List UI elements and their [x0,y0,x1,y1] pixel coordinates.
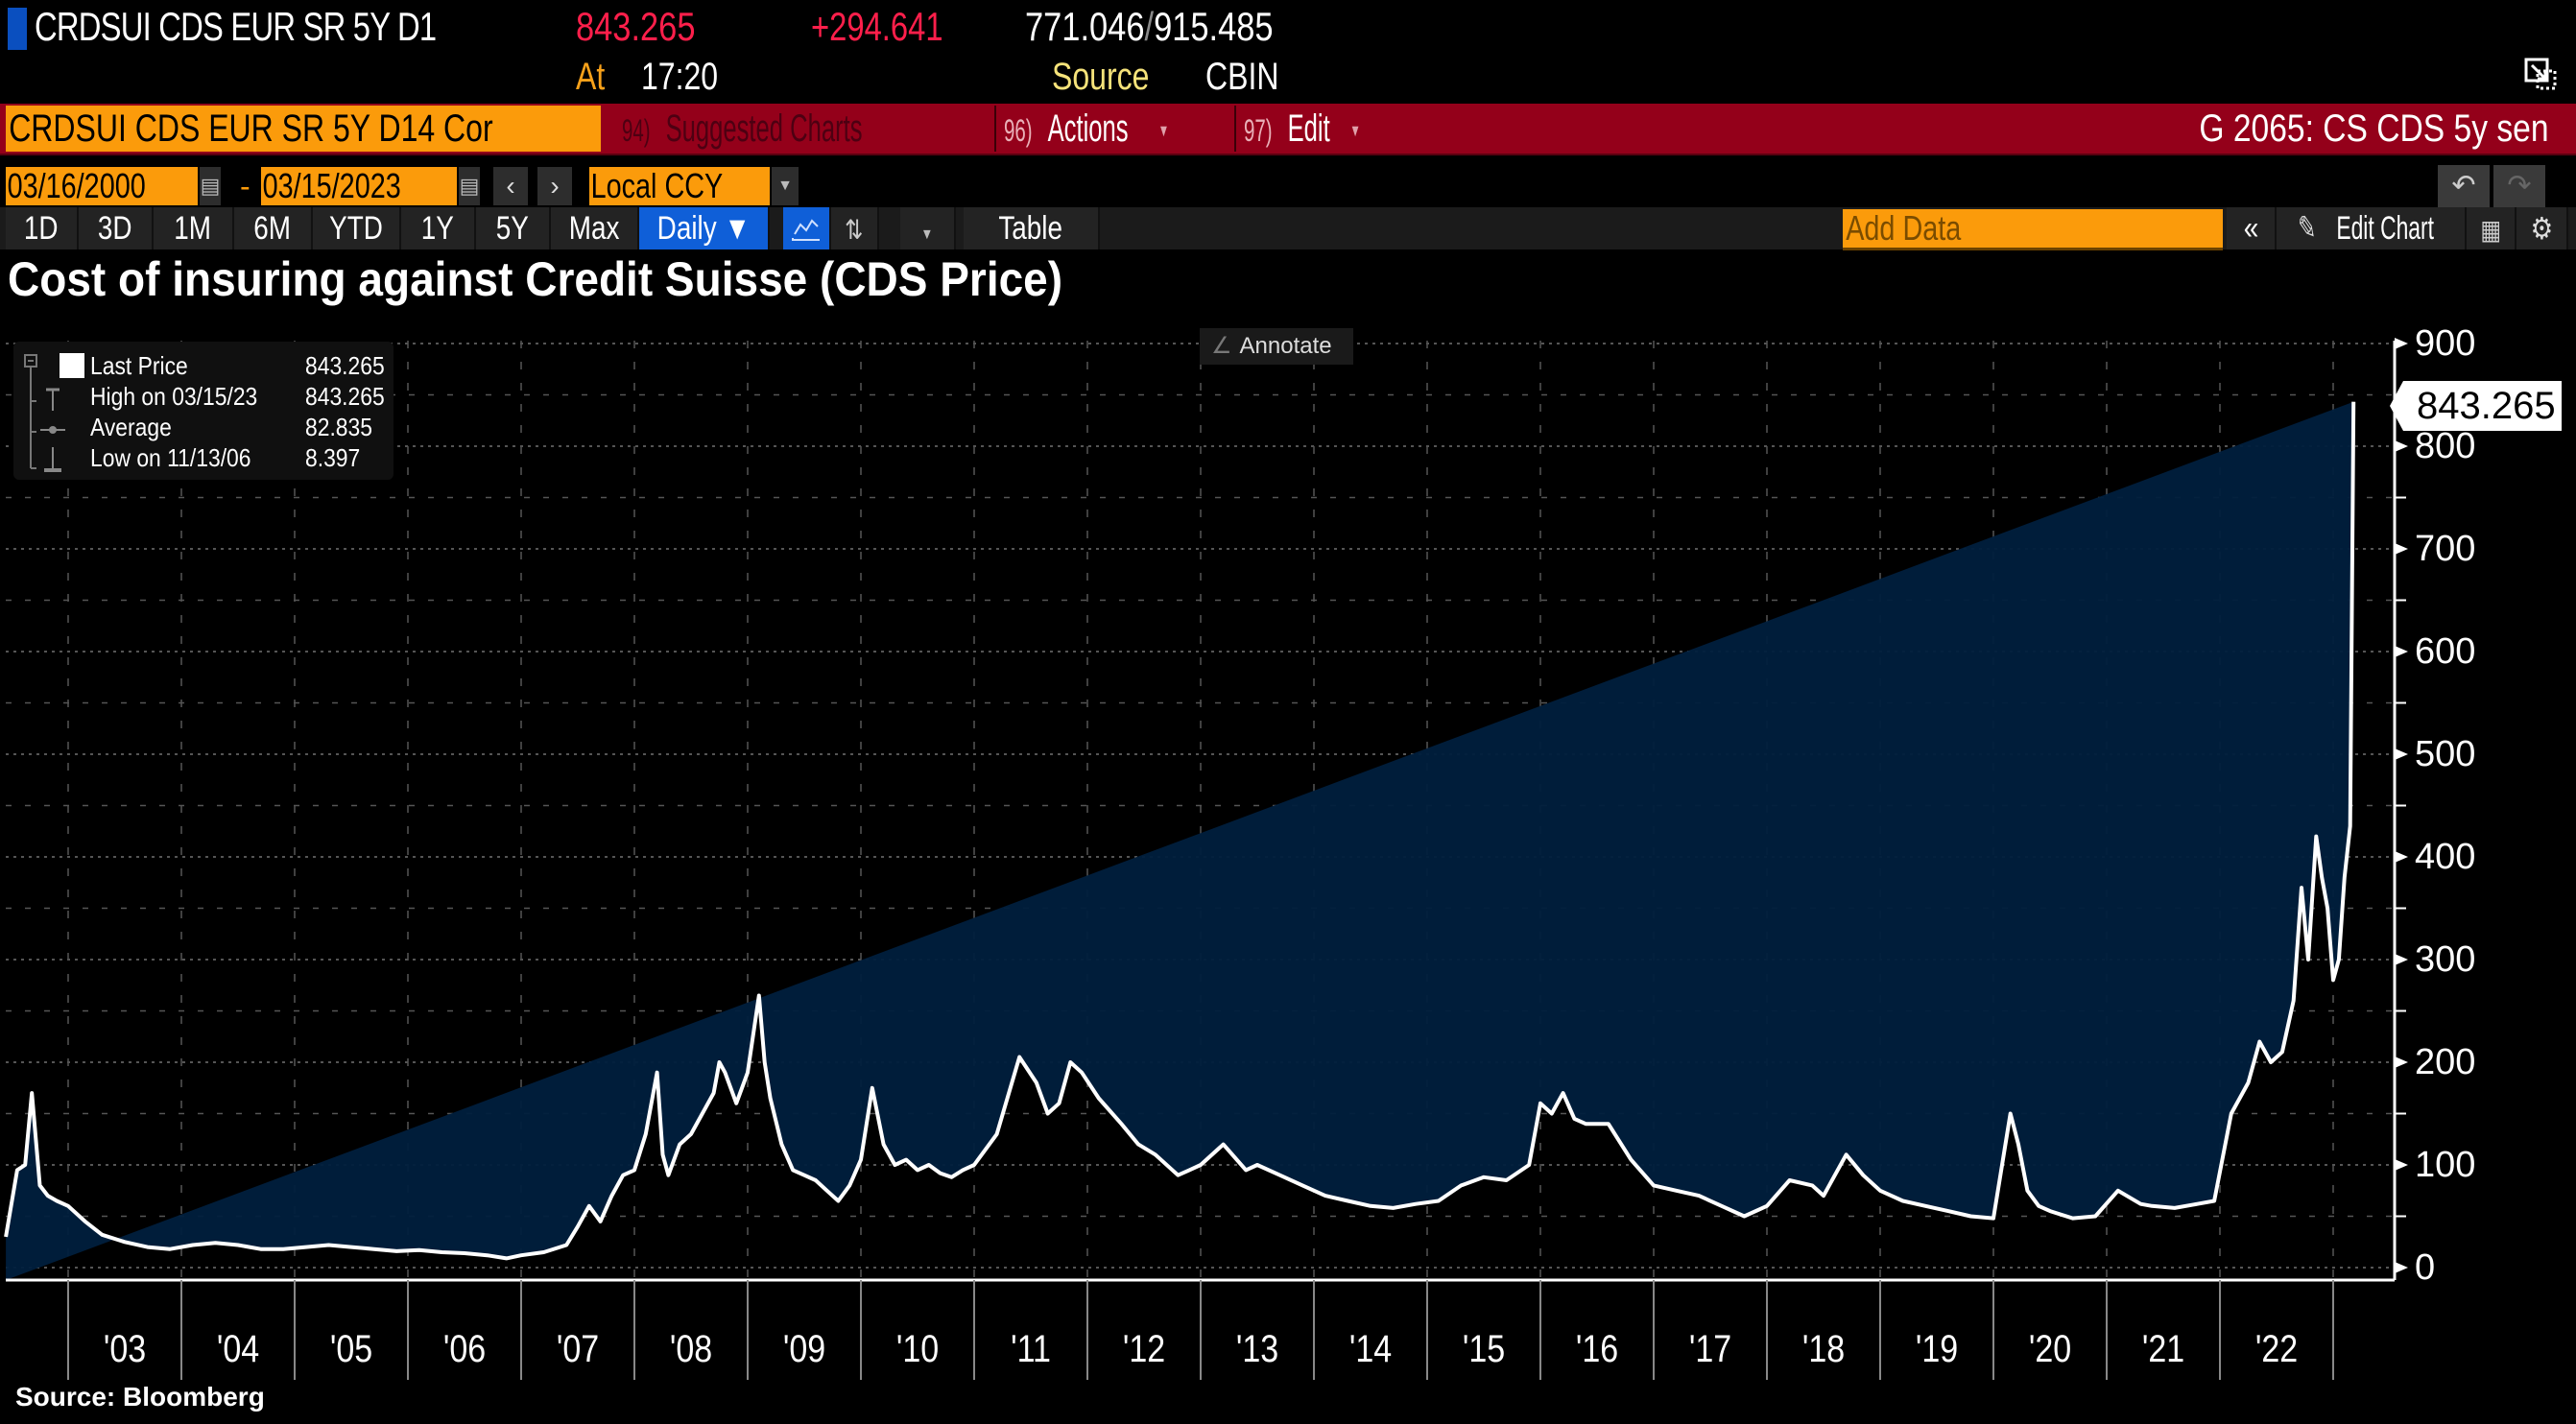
end-date-input[interactable]: 03/15/2023 [261,167,457,205]
x-tick-label: '09 [782,1328,826,1370]
x-tick-label: '11 [1011,1328,1051,1370]
legend-last-value: 843.265 [305,351,385,380]
date-separator: - [240,169,250,203]
previous-period-button[interactable]: ‹ [493,167,528,205]
annotate-button[interactable]: ∠ Annotate [1200,328,1353,365]
source-value: CBIN [1205,56,1279,98]
legend-low-label: Low on 11/13/06 [90,443,251,472]
period-max[interactable]: Max [551,207,639,249]
legend-average-value: 82.835 [305,413,372,441]
edit-menu[interactable]: 97) Edit ▼ [1234,106,1412,152]
x-tick-label: '21 [2141,1328,2185,1370]
currency-select[interactable]: Local CCY [589,167,770,205]
suggested-charts-button[interactable]: 94) Suggested Charts [622,107,863,150]
next-period-button[interactable]: › [537,167,572,205]
x-tick-label: '06 [442,1328,487,1370]
range-high: 915.485 [1154,4,1274,49]
x-tick-label: '14 [1348,1328,1393,1370]
x-tick-label: '04 [216,1328,260,1370]
security-color-marker [8,8,27,50]
chart-settings-edit-icon[interactable]: ▦ [2467,207,2516,249]
popout-window-icon[interactable] [2524,58,2557,90]
legend-average-label: Average [90,413,172,441]
y-tick-label: 900 [2415,323,2476,364]
x-tick-label: '07 [556,1328,600,1370]
redo-icon[interactable]: ↷ [2493,165,2545,207]
y-tick-label: 600 [2415,631,2476,672]
period-3d[interactable]: 3D [79,207,154,249]
bar-chart-icon[interactable]: ⇅ [831,207,879,249]
y-tick-label: 700 [2415,529,2476,569]
chart-type-dropdown[interactable]: ▼ [900,207,956,249]
calendar-icon[interactable]: ▤ [459,167,480,205]
x-tick-label: '08 [669,1328,713,1370]
edit-chart-button[interactable]: ✎ Edit Chart [2277,207,2467,249]
chart-title: Cost of insuring against Credit Suisse (… [8,252,1063,306]
last-price: 843.265 [576,4,696,49]
x-tick-label: '22 [2254,1328,2299,1370]
pencil-icon: ✎ [2298,210,2317,247]
y-tick-label: 800 [2415,426,2476,466]
range-separator: / [1144,4,1155,49]
x-tick-label: '13 [1235,1328,1279,1370]
x-tick-label: '17 [1688,1328,1732,1370]
period-5y[interactable]: 5Y [476,207,551,249]
last-price-tag: 843.265 [2390,381,2562,431]
start-date-input[interactable]: 03/16/2000 [6,167,198,205]
ticker-name: CRDSUI CDS EUR SR 5Y D1 [35,4,437,49]
x-tick-label: '16 [1575,1328,1619,1370]
range-low: 771.046 [1025,4,1145,49]
source-label: Source [1052,56,1150,98]
actions-menu[interactable]: 96) Actions ▼ [994,106,1234,152]
x-tick-label: '15 [1462,1328,1506,1370]
collapse-icon[interactable]: « [2227,207,2277,249]
bid-ask-range: 771.046/915.485 [1025,4,1274,50]
period-ytd[interactable]: YTD [313,207,401,249]
legend-tree-icon [24,354,65,472]
chevron-down-icon: ▼ [1349,121,1362,141]
x-tick-label: '20 [2028,1328,2072,1370]
period-1d[interactable]: 1D [6,207,79,249]
period-1y[interactable]: 1Y [401,207,476,249]
period-1m[interactable]: 1M [154,207,234,249]
x-tick-label: '19 [1915,1328,1959,1370]
time-value: 17:20 [641,56,719,98]
chevron-down-icon[interactable]: ▼ [772,167,799,205]
y-tick-label: 200 [2415,1042,2476,1082]
y-tick-label: 300 [2415,939,2476,980]
chevron-down-icon: ▼ [1157,121,1169,141]
pencil-icon: ∠ [1211,333,1232,359]
y-tick-label: 0 [2415,1247,2436,1288]
undo-icon[interactable]: ↶ [2438,165,2490,207]
y-tick-label: 500 [2415,734,2476,774]
frequency-select[interactable]: Daily ▼ [639,207,770,249]
table-button[interactable]: Table [964,207,1100,249]
x-tick-label: '10 [895,1328,940,1370]
line-chart-icon[interactable] [783,207,831,249]
y-tick-label: 400 [2415,837,2476,877]
price-change: +294.641 [811,4,943,49]
legend-low-value: 8.397 [305,443,361,472]
series-color-swatch[interactable] [60,353,84,378]
period-6m[interactable]: 6M [234,207,313,249]
chart-id-title: G 2065: CS CDS 5y sen [2199,107,2549,150]
y-tick-label: 100 [2415,1145,2476,1185]
cds-price-chart[interactable] [0,317,2576,1424]
gear-icon[interactable]: ⚙ [2516,207,2568,249]
add-data-input[interactable]: Add Data [1843,209,2223,250]
x-tick-label: '05 [329,1328,373,1370]
source-footnote: Source: Bloomberg [15,1382,265,1412]
legend-last-label: Last Price [90,351,188,380]
time-label: At [576,56,606,98]
calendar-icon[interactable]: ▤ [200,167,221,205]
x-tick-label: '12 [1122,1328,1166,1370]
legend-high-value: 843.265 [305,382,385,411]
legend-high-label: High on 03/15/23 [90,382,258,411]
x-tick-label: '03 [103,1328,147,1370]
chart-legend: Last Price 843.265 High on 03/15/23 843.… [13,342,394,480]
security-input[interactable]: CRDSUI CDS EUR SR 5Y D14 Cor [6,106,601,152]
x-tick-label: '18 [1801,1328,1846,1370]
